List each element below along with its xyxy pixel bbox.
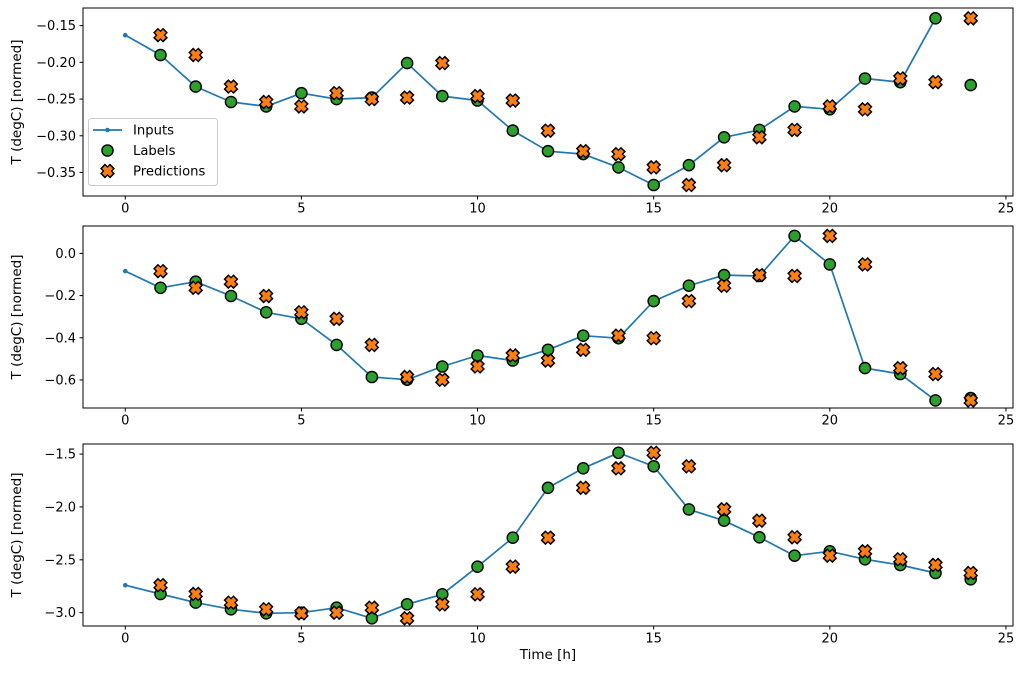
legend-label: Predictions <box>133 165 206 180</box>
y-tick-label: −3.0 <box>44 606 76 621</box>
predictions-markers <box>153 228 979 408</box>
x-axis: 0 5 10 15 20 25 <box>121 626 1014 647</box>
x-tick-label: 15 <box>645 632 662 647</box>
y-tick-label: −2.5 <box>44 553 76 568</box>
x-tick-label: 5 <box>297 632 305 647</box>
axes-frame <box>82 443 1014 627</box>
x-tick-label: 15 <box>645 202 662 217</box>
x-tick-label: 0 <box>121 202 129 217</box>
y-axis-label: T (degC) [normed] <box>9 473 25 599</box>
x-tick-label: 10 <box>469 632 486 647</box>
x-tick-label: 20 <box>822 414 839 429</box>
legend-box <box>88 118 218 186</box>
subplot-1: 0 5 10 15 20 25 −0.15 −0.20 −0.25 −0.30 −0.35 T (de… <box>9 7 1014 217</box>
x-axis: 0 5 10 15 20 25 <box>121 196 1014 217</box>
inputs-dot-swatch <box>105 127 110 133</box>
y-axis: −1.5 −2.0 −2.5 −3.0 <box>44 448 83 621</box>
y-tick-label: −0.4 <box>44 331 76 346</box>
legend-item-labels: Labels <box>101 144 176 159</box>
y-tick-label: −0.30 <box>36 129 76 144</box>
legend-item-predictions: Predictions <box>100 163 206 180</box>
x-tick-label: 25 <box>998 414 1015 429</box>
y-tick-label: −1.5 <box>44 448 76 463</box>
axes-frame <box>82 225 1014 409</box>
labels-circle-swatch <box>101 144 114 157</box>
x-tick-label: 5 <box>297 414 305 429</box>
y-tick-label: −0.25 <box>36 93 76 108</box>
x-tick-label: 10 <box>469 202 486 217</box>
axes-frame <box>82 7 1014 197</box>
y-tick-label: −0.2 <box>44 289 76 304</box>
y-axis-label: T (degC) [normed] <box>9 255 25 381</box>
x-tick-label: 0 <box>121 632 129 647</box>
x-tick-label: 20 <box>822 202 839 217</box>
x-tick-label: 25 <box>998 202 1015 217</box>
subplot-2: 0 5 10 15 20 25 0.0 −0.2 −0.4 −0.6 T (degC) [norme… <box>9 225 1014 429</box>
subplot-3: 0 5 10 15 20 25 −1.5 −2.0 −2.5 −3.0 T (degC) [norm… <box>9 443 1014 663</box>
x-axis-label: Time [h] <box>519 647 576 663</box>
y-tick-label: −0.20 <box>36 56 76 71</box>
inputs-line <box>124 235 937 402</box>
y-tick-label: −0.35 <box>36 166 76 181</box>
x-tick-label: 0 <box>121 414 129 429</box>
y-tick-label: −0.6 <box>44 373 76 388</box>
x-tick-label: 15 <box>645 414 662 429</box>
x-tick-label: 10 <box>469 414 486 429</box>
y-axis: −0.15 −0.20 −0.25 −0.30 −0.35 <box>36 19 83 181</box>
x-tick-label: 20 <box>822 632 839 647</box>
x-tick-label: 25 <box>998 632 1015 647</box>
legend-label: Inputs <box>133 124 174 139</box>
y-axis-label: T (degC) [normed] <box>9 40 25 166</box>
x-axis: 0 5 10 15 20 25 <box>121 408 1014 429</box>
y-tick-label: 0.0 <box>55 247 76 262</box>
predictions-markers <box>153 445 979 626</box>
legend-label: Labels <box>133 144 176 159</box>
predictions-markers <box>153 10 979 193</box>
y-tick-label: −2.0 <box>44 500 76 515</box>
y-axis: 0.0 −0.2 −0.4 −0.6 <box>44 247 83 388</box>
y-tick-label: −0.15 <box>36 19 76 34</box>
legend: Inputs Labels Predictions <box>88 118 218 186</box>
predictions-x-swatch <box>100 163 115 179</box>
x-tick-label: 5 <box>297 202 305 217</box>
legend-item-inputs: Inputs <box>93 124 174 139</box>
